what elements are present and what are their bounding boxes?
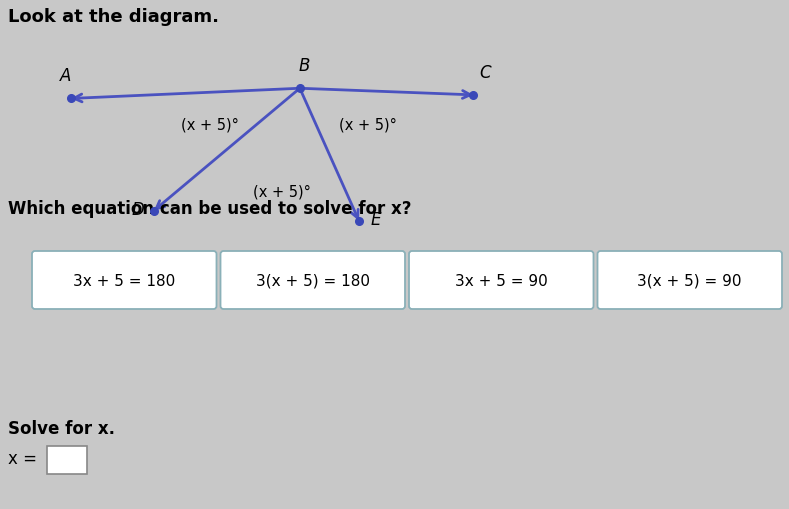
Text: D: D (131, 200, 144, 218)
Text: A: A (60, 67, 72, 86)
Text: 3(x + 5) = 180: 3(x + 5) = 180 (256, 273, 370, 288)
Text: 3x + 5 = 90: 3x + 5 = 90 (455, 273, 548, 288)
Text: B: B (298, 57, 309, 75)
Text: (x + 5)°: (x + 5)° (339, 117, 397, 132)
FancyBboxPatch shape (409, 251, 593, 309)
Text: (x + 5)°: (x + 5)° (253, 184, 311, 199)
Text: C: C (480, 64, 492, 82)
Text: E: E (371, 210, 382, 229)
FancyBboxPatch shape (220, 251, 405, 309)
Text: Solve for x.: Solve for x. (8, 419, 115, 437)
Text: 3x + 5 = 180: 3x + 5 = 180 (73, 273, 175, 288)
Text: (x + 5)°: (x + 5)° (181, 117, 239, 132)
Text: Which equation can be used to solve for x?: Which equation can be used to solve for … (8, 200, 412, 217)
Text: 3(x + 5) = 90: 3(x + 5) = 90 (638, 273, 742, 288)
Text: x =: x = (8, 449, 37, 467)
FancyBboxPatch shape (597, 251, 782, 309)
Text: Look at the diagram.: Look at the diagram. (8, 8, 219, 26)
FancyBboxPatch shape (47, 446, 87, 474)
FancyBboxPatch shape (32, 251, 216, 309)
